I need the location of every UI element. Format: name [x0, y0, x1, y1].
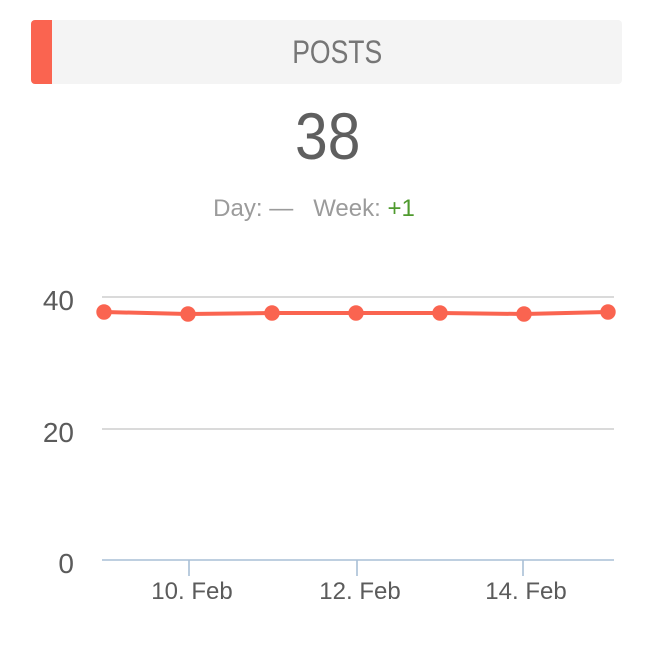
svg-text:10. Feb: 10. Feb — [151, 578, 232, 605]
svg-text:12. Feb: 12. Feb — [319, 578, 400, 605]
svg-text:0: 0 — [58, 548, 74, 579]
svg-text:40: 40 — [43, 285, 74, 316]
svg-text:14. Feb: 14. Feb — [485, 578, 566, 605]
svg-text:20: 20 — [43, 417, 74, 448]
